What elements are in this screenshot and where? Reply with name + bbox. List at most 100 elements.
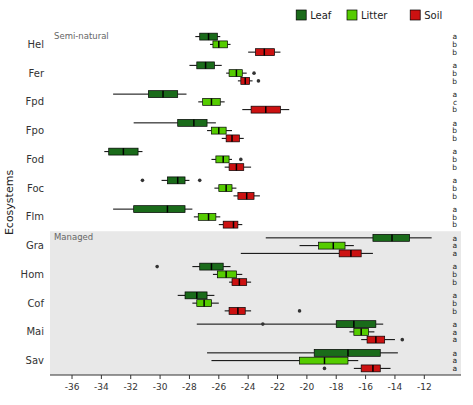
median bbox=[123, 148, 125, 155]
legend-swatch bbox=[296, 10, 306, 20]
x-tick-label: -26 bbox=[211, 382, 226, 392]
y-tick-label: Hel bbox=[28, 39, 44, 50]
whisker-low bbox=[113, 94, 148, 95]
whisker-high bbox=[228, 44, 231, 45]
legend-label: Leaf bbox=[310, 10, 332, 21]
box bbox=[213, 41, 228, 48]
whisker-high bbox=[223, 266, 230, 267]
median bbox=[360, 328, 362, 335]
whisker-low bbox=[192, 266, 199, 267]
median bbox=[193, 119, 195, 126]
median bbox=[225, 271, 227, 278]
x-tick-label: -28 bbox=[182, 382, 197, 392]
whisker-low bbox=[210, 44, 213, 45]
whisker-low bbox=[211, 159, 215, 160]
whisker-low bbox=[225, 167, 229, 168]
box bbox=[223, 221, 238, 228]
whisker-low bbox=[104, 151, 108, 152]
outlier bbox=[400, 338, 404, 342]
significance-letter: b bbox=[452, 192, 457, 201]
whisker-high bbox=[226, 130, 232, 131]
box bbox=[354, 328, 369, 335]
box bbox=[241, 77, 250, 84]
median bbox=[205, 62, 207, 69]
whisker-high bbox=[217, 36, 220, 37]
median bbox=[218, 127, 220, 134]
significance-letter: a bbox=[452, 335, 457, 344]
median bbox=[211, 98, 213, 105]
whisker-low bbox=[197, 324, 336, 325]
x-tick bbox=[248, 375, 249, 379]
whisker-high bbox=[247, 282, 251, 283]
region-label: Managed bbox=[54, 232, 93, 242]
box bbox=[367, 336, 385, 343]
x-tick bbox=[218, 375, 219, 379]
whisker-high bbox=[376, 324, 383, 325]
whisker-low bbox=[214, 188, 218, 189]
chart: Semi-naturalManaged-36-34-32-30-28-26-24… bbox=[0, 0, 473, 405]
x-tick bbox=[306, 375, 307, 379]
whisker-high bbox=[236, 274, 242, 275]
x-tick-label: -34 bbox=[94, 382, 109, 392]
whisker-high bbox=[275, 52, 281, 53]
whisker-high bbox=[244, 167, 251, 168]
median bbox=[177, 177, 179, 184]
outlier bbox=[198, 179, 202, 183]
whisker-high bbox=[245, 310, 251, 311]
whisker-high bbox=[229, 159, 232, 160]
legend-label: Soil bbox=[424, 10, 442, 21]
box bbox=[251, 106, 280, 113]
whisker-high bbox=[254, 195, 260, 196]
y-tick-label: Foc bbox=[27, 183, 44, 194]
box bbox=[229, 307, 245, 314]
median bbox=[237, 307, 239, 314]
x-tick-label: -20 bbox=[300, 382, 315, 392]
whisker-high bbox=[185, 180, 189, 181]
x-tick-label: -32 bbox=[123, 382, 138, 392]
y-tick-label: Cof bbox=[27, 298, 44, 309]
x-tick bbox=[424, 375, 425, 379]
whisker-low bbox=[194, 216, 198, 217]
whisker-high bbox=[239, 138, 243, 139]
x-tick bbox=[336, 375, 337, 379]
whisker-low bbox=[207, 130, 211, 131]
whisker-low bbox=[162, 180, 168, 181]
significance-letter: b bbox=[452, 163, 457, 172]
whisker-high bbox=[216, 216, 220, 217]
x-tick bbox=[277, 375, 278, 379]
outlier bbox=[239, 158, 243, 162]
significance-letter: a bbox=[452, 364, 457, 373]
x-axis-line bbox=[50, 375, 461, 376]
box bbox=[229, 164, 244, 171]
box bbox=[216, 156, 229, 163]
significance-letter: b bbox=[452, 105, 457, 114]
whisker-low bbox=[349, 331, 353, 332]
box bbox=[232, 279, 247, 286]
median bbox=[208, 213, 210, 220]
whisker-high bbox=[361, 253, 373, 254]
x-tick bbox=[394, 375, 395, 379]
box bbox=[134, 206, 185, 213]
median bbox=[239, 279, 241, 286]
whisker-high bbox=[345, 245, 354, 246]
median bbox=[333, 242, 335, 249]
whisker-high bbox=[250, 80, 253, 81]
box bbox=[256, 49, 275, 56]
x-tick-label: -36 bbox=[65, 382, 80, 392]
whisker-high bbox=[220, 101, 224, 102]
whisker-low bbox=[211, 360, 299, 361]
box bbox=[211, 127, 226, 134]
box bbox=[339, 250, 361, 257]
plot-area bbox=[104, 33, 431, 372]
whisker-low bbox=[229, 282, 232, 283]
outlier bbox=[323, 367, 327, 371]
y-tick-label: Flm bbox=[26, 211, 44, 222]
x-tick-label: -14 bbox=[388, 382, 403, 392]
whisker-low bbox=[195, 36, 199, 37]
y-tick-label: Sav bbox=[26, 355, 44, 366]
whisker-high bbox=[211, 303, 218, 304]
whisker-high bbox=[185, 209, 192, 210]
x-tick bbox=[101, 375, 102, 379]
significance-letter: b bbox=[452, 77, 457, 86]
box bbox=[238, 192, 254, 199]
